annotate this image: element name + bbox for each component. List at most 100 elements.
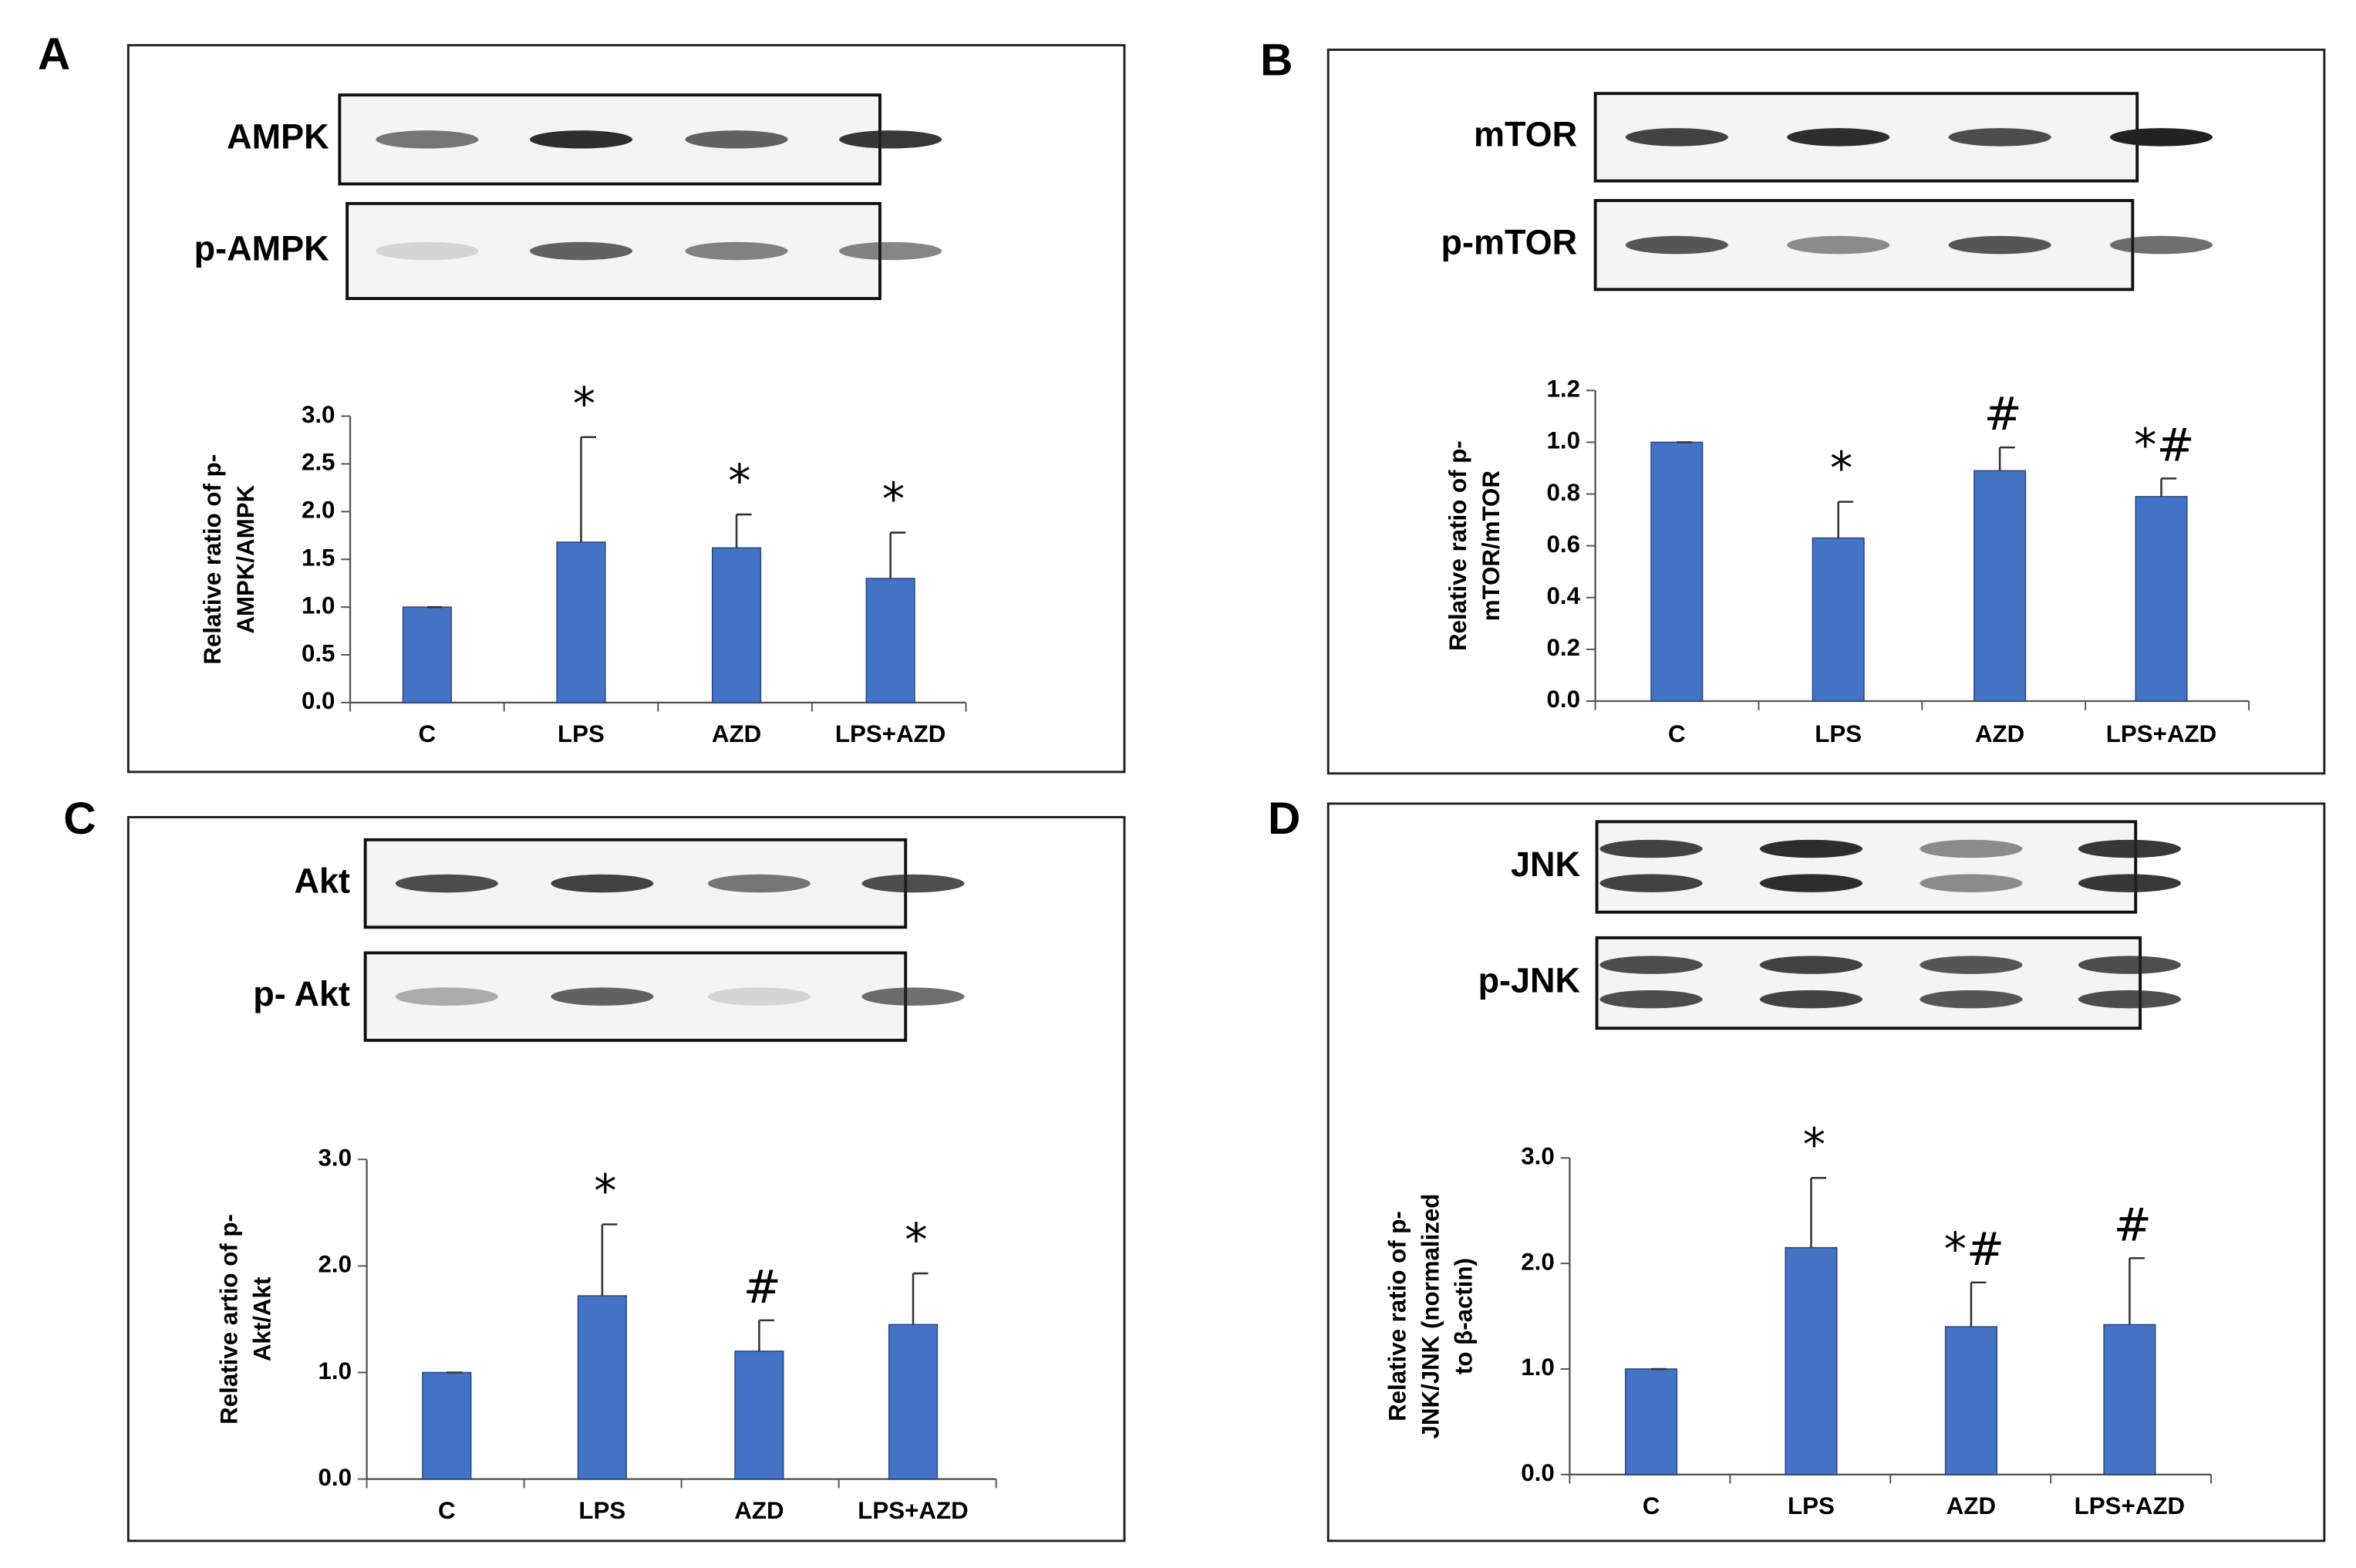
blot-band	[551, 874, 654, 893]
blot-label: AMPK	[227, 117, 329, 157]
y-tick-label: 0.2	[1547, 634, 1581, 661]
bar	[1973, 470, 2027, 702]
y-tick-label: 2.5	[302, 449, 335, 476]
panel-letter: A	[38, 29, 70, 79]
blot-band	[395, 987, 498, 1006]
blot-label: mTOR	[1474, 115, 1577, 154]
y-tick-label: 1.0	[1521, 1354, 1555, 1381]
x-tick-label: AZD	[1946, 1492, 1996, 1519]
y-tick-label: 2.0	[302, 497, 335, 524]
blot-band	[861, 874, 965, 893]
x-tick-label: C	[1668, 720, 1686, 747]
blot-label: p- Akt	[253, 974, 350, 1013]
blot-band	[376, 130, 479, 149]
bar	[865, 578, 915, 703]
significance-mark: *	[728, 455, 750, 507]
x-tick-label: LPS+AZD	[2075, 1492, 2185, 1519]
y-tick-label: 0.0	[302, 687, 335, 714]
bar	[2135, 496, 2188, 702]
y-tick-label: 1.0	[318, 1357, 352, 1384]
x-tick-label: LPS	[558, 720, 605, 747]
bar	[1944, 1326, 1997, 1475]
y-tick-label: 3.0	[1521, 1143, 1555, 1170]
blot-band	[2078, 839, 2181, 858]
bar	[577, 1295, 627, 1480]
panel: A AMPK p-AMPK 0.0 0.5 1.0 1.5 2.0 2.5 3.0 Relative…	[38, 29, 1126, 774]
blot-frame	[1595, 820, 2138, 914]
x-tick-label: C	[1643, 1492, 1660, 1519]
blot-band	[685, 130, 788, 149]
significance-mark: *	[882, 474, 905, 526]
blot-band	[1599, 874, 1703, 892]
blot-label: p-JNK	[1478, 960, 1581, 1000]
blot-band	[1759, 874, 1863, 892]
blot-frame	[1595, 936, 2142, 1030]
y-axis-label: Relative ratio of p-	[199, 454, 226, 665]
significance-mark: #	[1984, 388, 2021, 440]
y-axis-label: Relative ratio of p-	[1384, 1211, 1411, 1421]
panel-letter: C	[63, 794, 96, 844]
y-axis-label: AMPK/AMPK	[232, 484, 259, 633]
x-tick-label: AZD	[734, 1497, 784, 1524]
y-tick-label: 0.0	[1547, 686, 1581, 713]
blot-band	[1920, 839, 2023, 858]
bar	[556, 541, 606, 703]
x-tick-label: LPS+AZD	[2106, 720, 2216, 747]
blot-band	[395, 874, 498, 893]
blot-band	[2078, 874, 2181, 892]
blot-band	[1759, 956, 1863, 974]
y-tick-label: 1.0	[302, 592, 335, 619]
panel-letter: B	[1260, 35, 1293, 86]
x-tick-label: LPS	[1815, 720, 1862, 747]
significance-mark: #	[743, 1261, 781, 1313]
y-tick-label: 3.0	[318, 1145, 352, 1172]
bar	[1650, 441, 1704, 702]
significance-mark: *#	[2134, 419, 2195, 471]
bar	[2103, 1324, 2156, 1475]
blot-label: Akt	[295, 861, 351, 900]
blot-band	[376, 241, 479, 261]
blot-band	[551, 987, 654, 1006]
blot-band	[707, 987, 811, 1006]
bar	[888, 1324, 939, 1480]
panel: C Akt p- Akt 0.0 1.0 2.0 3.0 Relative artio of …	[63, 794, 1126, 1543]
blot-band	[685, 241, 788, 261]
blot-band	[1625, 128, 1728, 147]
x-tick-label: LPS	[578, 1497, 625, 1524]
blot-band	[839, 241, 942, 261]
y-tick-label: 1.2	[1547, 376, 1581, 403]
panel-letter: D	[1268, 794, 1300, 844]
x-tick-label: AZD	[1975, 720, 2024, 747]
x-tick-label: LPS+AZD	[835, 720, 945, 747]
y-tick-label: 1.0	[1547, 427, 1581, 454]
x-tick-label: C	[419, 720, 436, 747]
bar	[422, 1371, 472, 1480]
panel-frame	[1326, 49, 2326, 775]
blot-band	[529, 130, 633, 149]
y-tick-label: 1.5	[302, 545, 335, 572]
bar	[1624, 1368, 1678, 1475]
significance-mark: *	[1830, 443, 1852, 495]
y-axis-label: Relative ratio of p-	[1444, 440, 1471, 651]
blot-band	[861, 987, 965, 1006]
y-tick-label: 0.0	[318, 1464, 352, 1491]
x-tick-label: LPS	[1788, 1492, 1835, 1519]
y-axis-label: to β-actin)	[1451, 1258, 1478, 1374]
blot-band	[1625, 235, 1728, 255]
blot-label: p-mTOR	[1441, 223, 1577, 262]
blot-band	[1948, 235, 2051, 255]
bar	[1812, 537, 1865, 702]
y-axis-label: JNK/JNK (normalized	[1417, 1194, 1444, 1439]
panel-frame	[126, 816, 1126, 1543]
blot-band	[1920, 956, 2023, 974]
y-axis-label: mTOR/mTOR	[1478, 470, 1505, 621]
x-tick-label: AZD	[712, 720, 761, 747]
blot-band	[1759, 990, 1863, 1009]
blot-band	[1920, 990, 2023, 1009]
blot-band	[2109, 128, 2213, 147]
y-tick-label: 0.4	[1547, 582, 1581, 609]
significance-mark: *	[573, 378, 595, 430]
y-tick-label: 2.0	[1521, 1248, 1555, 1275]
